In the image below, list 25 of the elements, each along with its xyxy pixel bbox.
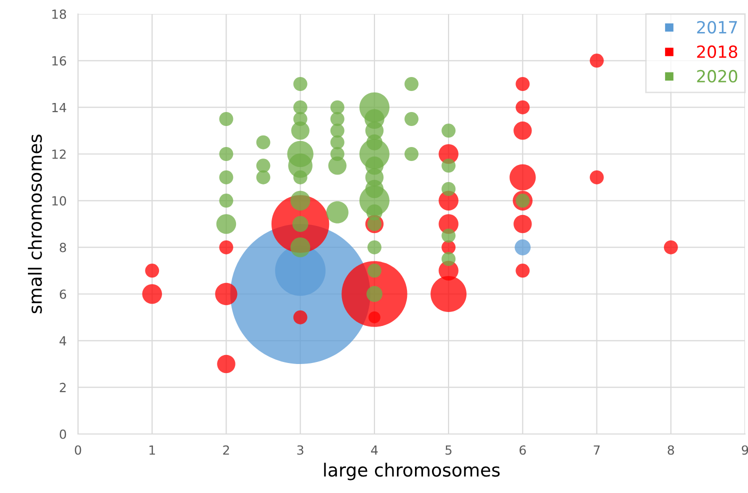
y-tick-label: 4 — [60, 336, 66, 346]
legend-label: 2017 — [697, 20, 737, 34]
y-tick-label: 6 — [60, 289, 66, 299]
legend-label: 2020 — [697, 70, 738, 82]
y-axis-title: small chromosomes — [28, 134, 42, 314]
x-tick-label: 1 — [150, 445, 155, 455]
x-tick-label: 0 — [74, 445, 82, 455]
y-tick-label: 0 — [60, 429, 66, 439]
x-tick-label: 2 — [223, 445, 229, 455]
legend-label: 2018 — [697, 45, 738, 58]
x-tick-label: 7 — [594, 445, 600, 455]
x-tick-label: 6 — [520, 445, 526, 455]
x-axis-title: large chromosomes — [324, 462, 500, 480]
y-tick-label: 12 — [52, 149, 66, 159]
x-tick-label: 3 — [297, 445, 304, 455]
y-tick-label: 14 — [52, 102, 66, 112]
x-tick-label: 4 — [371, 445, 378, 455]
x-tick-label: 5 — [446, 445, 452, 455]
y-tick-label: 16 — [52, 56, 66, 66]
y-tick-label: 18 — [52, 9, 66, 19]
y-tick-label: 8 — [60, 242, 66, 252]
y-tick-label: 2 — [60, 382, 66, 392]
x-tick-label: 9 — [742, 445, 748, 455]
y-tick-label: 10 — [52, 196, 66, 206]
x-tick-label: 8 — [668, 445, 674, 455]
